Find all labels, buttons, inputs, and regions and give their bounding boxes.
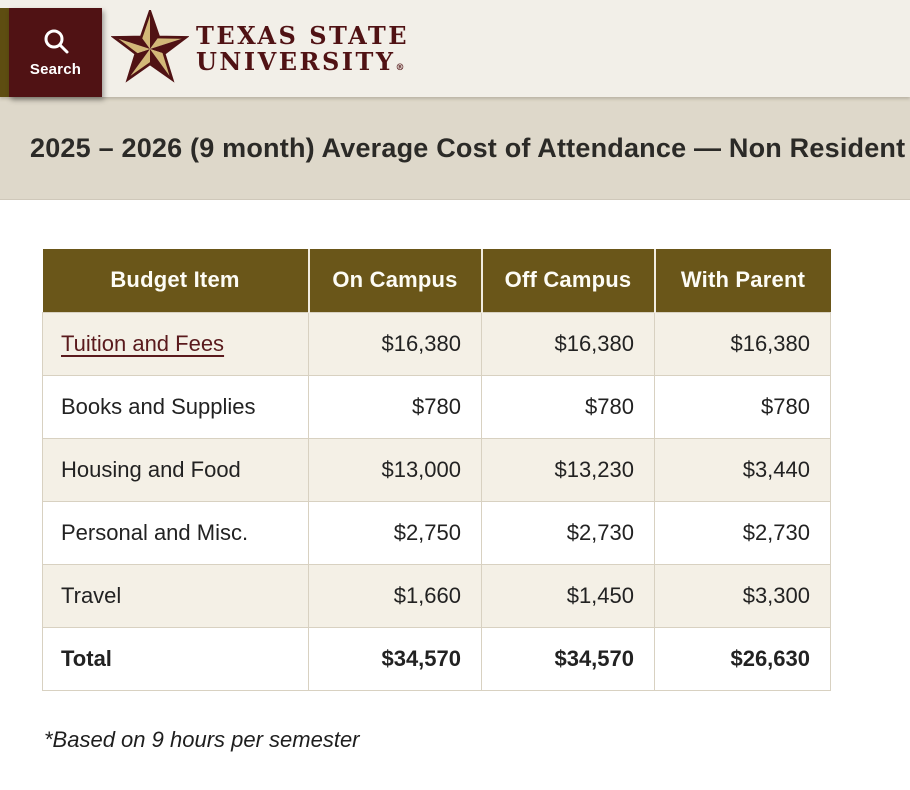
table-row: Tuition and Fees $16,380 $16,380 $16,380 xyxy=(42,311,831,376)
budget-item-cell: Tuition and Fees xyxy=(42,311,309,376)
main-content: Budget Item On Campus Off Campus With Pa… xyxy=(0,200,910,753)
column-header-budget-item: Budget Item xyxy=(42,249,309,312)
off-campus-cell: $2,730 xyxy=(481,500,655,565)
budget-item-link[interactable]: Tuition and Fees xyxy=(61,330,225,356)
on-campus-cell: $1,660 xyxy=(308,563,482,628)
budget-item-cell: Books and Supplies xyxy=(42,374,309,439)
table-row: Total $34,570 $34,570 $26,630 xyxy=(42,626,831,691)
column-header-on-campus: On Campus xyxy=(307,249,482,312)
budget-item-cell: Housing and Food xyxy=(42,437,309,502)
on-campus-cell: $34,570 xyxy=(308,626,482,691)
cost-table-body: Tuition and Fees $16,380 $16,380 $16,380 Boo… xyxy=(42,311,831,691)
registered-mark: ® xyxy=(395,63,405,73)
column-header-with-parent: With Parent xyxy=(653,249,831,312)
search-button[interactable]: Search xyxy=(9,8,102,97)
on-campus-cell: $780 xyxy=(308,374,482,439)
university-logo-text: TEXAS STATE UNIVERSITY® xyxy=(196,23,409,75)
header-accent-strip xyxy=(0,8,9,97)
column-header-off-campus: Off Campus xyxy=(480,249,655,312)
site-header: Search xyxy=(0,0,910,97)
on-campus-cell: $13,000 xyxy=(308,437,482,502)
budget-item-cell: Personal and Misc. xyxy=(42,500,309,565)
on-campus-cell: $16,380 xyxy=(308,311,482,376)
table-row: Books and Supplies $780 $780 $780 xyxy=(42,374,831,439)
on-campus-cell: $2,750 xyxy=(308,500,482,565)
star-icon xyxy=(110,7,190,88)
off-campus-cell: $780 xyxy=(481,374,655,439)
with-parent-cell: $2,730 xyxy=(654,500,831,565)
search-icon xyxy=(42,27,70,55)
off-campus-cell: $1,450 xyxy=(481,563,655,628)
off-campus-cell: $34,570 xyxy=(481,626,655,691)
logo-line-1: TEXAS STATE xyxy=(196,21,410,51)
with-parent-cell: $3,440 xyxy=(654,437,831,502)
with-parent-cell: $780 xyxy=(654,374,831,439)
table-header-row: Budget Item On Campus Off Campus With Pa… xyxy=(42,249,831,312)
page-title-banner: 2025 – 2026 (9 month) Average Cost of At… xyxy=(0,97,910,200)
logo-line-2: UNIVERSITY xyxy=(196,47,396,76)
budget-item-cell: Travel xyxy=(42,563,309,628)
with-parent-cell: $16,380 xyxy=(654,311,831,376)
table-row: Housing and Food $13,000 $13,230 $3,440 xyxy=(42,437,831,502)
budget-item-cell: Total xyxy=(42,626,309,691)
search-button-label: Search xyxy=(29,61,82,78)
off-campus-cell: $16,380 xyxy=(481,311,655,376)
with-parent-cell: $26,630 xyxy=(654,626,831,691)
page-title: 2025 – 2026 (9 month) Average Cost of At… xyxy=(30,132,906,163)
with-parent-cell: $3,300 xyxy=(654,563,831,628)
cost-of-attendance-table: Budget Item On Campus Off Campus With Pa… xyxy=(42,249,831,691)
table-row: Travel $1,660 $1,450 $3,300 xyxy=(42,563,831,628)
table-row: Personal and Misc. $2,750 $2,730 $2,730 xyxy=(42,500,831,565)
off-campus-cell: $13,230 xyxy=(481,437,655,502)
footnote: *Based on 9 hours per semester xyxy=(44,726,360,752)
university-logo[interactable]: TEXAS STATE UNIVERSITY® xyxy=(110,7,409,88)
